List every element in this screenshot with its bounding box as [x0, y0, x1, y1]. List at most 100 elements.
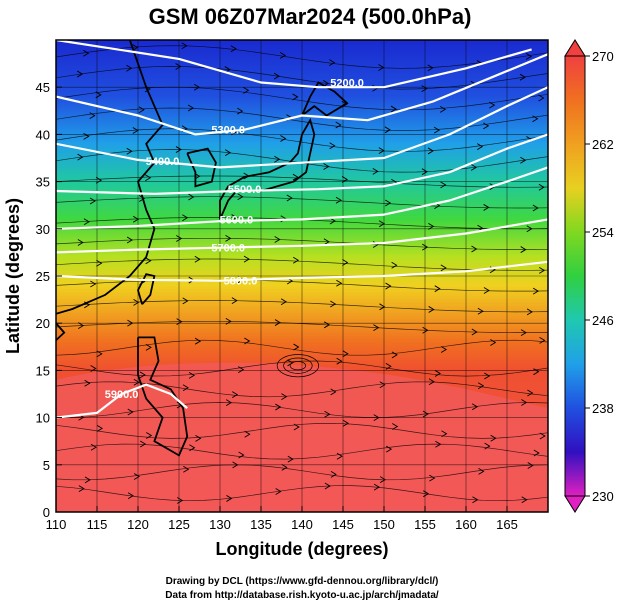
wind-arrow: [385, 282, 392, 290]
wind-arrow: [390, 105, 397, 113]
wind-arrow: [90, 443, 97, 451]
wind-arrow: [243, 86, 250, 94]
streamline: [56, 402, 548, 418]
wind-arrow: [225, 234, 232, 242]
y-tick-label: 15: [36, 363, 50, 378]
y-tick-label: 40: [36, 127, 50, 142]
wind-arrow: [182, 297, 189, 305]
wind-arrow: [329, 217, 336, 225]
wind-arrow: [323, 321, 331, 329]
streamline: [56, 66, 548, 90]
wind-arrow: [175, 63, 182, 70]
x-tick-label: 130: [209, 517, 231, 532]
wind-arrow: [489, 101, 496, 109]
x-tick-label: 155: [414, 517, 436, 532]
wind-arrow: [225, 399, 233, 406]
colorbar-top-arrow: [564, 39, 586, 57]
streamline: [56, 86, 548, 111]
wind-arrow: [177, 497, 184, 504]
wind-arrow: [342, 350, 349, 358]
wind-arrow: [133, 298, 140, 306]
coastline: [186, 147, 217, 188]
wind-arrow: [378, 147, 385, 154]
vortex-streamline: [283, 357, 313, 374]
wind-arrow: [441, 430, 448, 438]
wind-arrow: [133, 473, 141, 480]
wind-arrow: [434, 370, 441, 377]
wind-arrow: [138, 106, 145, 114]
height-contour: [56, 53, 548, 136]
wind-arrow: [193, 83, 201, 91]
wind-arrow: [279, 52, 286, 59]
wind-arrow: [132, 44, 139, 51]
wind-arrow: [133, 378, 140, 386]
wind-arrow: [90, 280, 97, 288]
streamline: [56, 279, 548, 292]
wind-arrow: [427, 147, 434, 155]
wind-arrow: [422, 410, 429, 418]
wind-arrow: [478, 467, 485, 475]
streamline: [56, 485, 548, 502]
wind-arrow: [293, 423, 300, 431]
wind-arrow: [181, 42, 188, 50]
x-axis-ticks: 110 115 120 125 130 135 140 145 150 155 160 165: [46, 506, 518, 532]
height-contour: [56, 86, 548, 169]
wind-arrow: [189, 444, 196, 452]
wind-arrow: [335, 196, 342, 204]
wind-arrow: [126, 236, 133, 244]
wind-arrow: [274, 155, 281, 163]
x-tick-label: 110: [46, 517, 67, 532]
wind-arrow: [226, 495, 233, 502]
wind-arrow: [77, 70, 84, 78]
wind-arrow: [237, 107, 244, 115]
wind-arrow: [329, 142, 336, 150]
plot-area: 5200.0 5300.0 5400.0 5500.0 5600.0 5700.0 5800…: [56, 40, 548, 512]
wind-arrow: [238, 366, 245, 374]
wind-arrow: [385, 199, 392, 207]
wind-arrow: [139, 371, 146, 379]
streamline: [56, 320, 548, 333]
wind-streamlines: [56, 42, 548, 504]
wind-arrow: [292, 93, 299, 101]
height-contour: [56, 383, 188, 419]
coastline: [56, 40, 164, 315]
wind-arrow: [146, 432, 153, 439]
contour-label: 5800.0: [224, 276, 258, 288]
wind-arrow: [519, 73, 526, 81]
wind-arrow: [132, 127, 139, 134]
wind-arrow: [77, 322, 85, 329]
y-tick-label: 10: [36, 411, 50, 426]
wind-arrow: [126, 147, 133, 155]
wind-arrow: [477, 143, 484, 150]
wind-arrow: [330, 471, 337, 478]
wind-arrow: [77, 239, 84, 246]
wind-arrow: [244, 430, 251, 438]
coastline: [137, 273, 156, 305]
wind-arrow: [292, 256, 300, 264]
y-tick-label: 35: [36, 175, 50, 190]
wind-arrow: [372, 167, 379, 175]
y-tick-label: 5: [43, 458, 50, 473]
wind-arrow: [145, 174, 152, 182]
wind-arrow: [176, 235, 183, 242]
wind-arrow: [422, 326, 429, 334]
wind-arrow: [231, 391, 239, 399]
height-contour: [56, 218, 548, 254]
wind-arrow: [392, 423, 399, 430]
wind-arrow: [286, 194, 293, 202]
wind-arrow: [435, 440, 442, 448]
wind-arrow: [427, 64, 434, 72]
height-contour: [56, 133, 548, 195]
wind-arrow: [520, 156, 527, 164]
colorbar-tick-label: 246: [592, 313, 614, 328]
wind-arrow: [293, 343, 300, 351]
wind-arrow: [521, 496, 528, 504]
x-tick-label: 140: [291, 517, 313, 532]
colorbar-tick-label: 270: [592, 49, 614, 64]
wind-arrow: [533, 368, 540, 376]
wind-arrow: [434, 285, 441, 293]
wind-arrow: [225, 318, 232, 325]
wind-arrow: [538, 94, 545, 102]
wind-arrow: [324, 410, 331, 418]
wind-arrow: [238, 451, 245, 459]
